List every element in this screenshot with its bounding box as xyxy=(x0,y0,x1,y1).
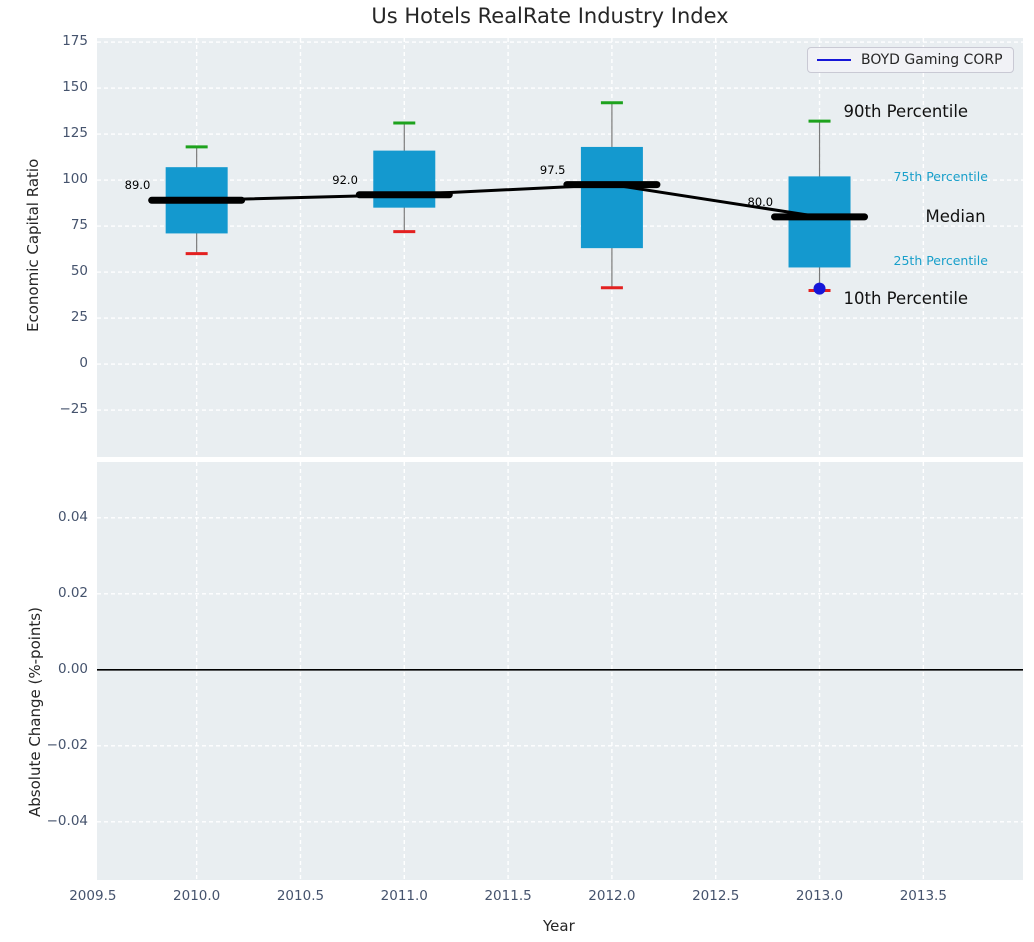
y-tick-label: 0.00 xyxy=(28,661,88,677)
median-value-label: 97.5 xyxy=(540,163,566,177)
y-tick-label: 0.02 xyxy=(28,585,88,601)
y-tick-label: 0 xyxy=(28,355,88,371)
median-value-label: 89.0 xyxy=(125,178,151,192)
x-tick-label: 2013.5 xyxy=(888,888,958,904)
y-tick-label: −0.02 xyxy=(28,737,88,753)
chart-canvas xyxy=(0,0,1034,942)
x-tick-label: 2011.0 xyxy=(369,888,439,904)
annotation-median: Median xyxy=(926,207,986,226)
y-tick-label: 25 xyxy=(28,309,88,325)
annotation-25th-percentile: 25th Percentile xyxy=(894,253,988,268)
legend-label: BOYD Gaming CORP xyxy=(861,52,1003,68)
annotation-90th-percentile: 90th Percentile xyxy=(844,102,969,121)
iqr-box xyxy=(581,147,643,248)
iqr-box xyxy=(373,151,435,208)
y-tick-label: −25 xyxy=(28,401,88,417)
x-tick-label: 2012.5 xyxy=(681,888,751,904)
y-tick-label: 100 xyxy=(28,171,88,187)
x-tick-label: 2011.5 xyxy=(473,888,543,904)
y-tick-label: 50 xyxy=(28,263,88,279)
x-axis-label: Year xyxy=(543,917,575,935)
y-tick-label: 125 xyxy=(28,125,88,141)
y-tick-label: 75 xyxy=(28,217,88,233)
bottom-y-axis-label: Absolute Change (%-points) xyxy=(26,607,44,817)
x-tick-label: 2013.0 xyxy=(785,888,855,904)
x-tick-label: 2009.5 xyxy=(58,888,128,904)
company-data-point xyxy=(814,283,826,295)
median-value-label: 92.0 xyxy=(332,173,358,187)
annotation-75th-percentile: 75th Percentile xyxy=(894,169,988,184)
iqr-box xyxy=(789,176,851,267)
legend-box: BOYD Gaming CORP xyxy=(807,47,1014,73)
figure: Us Hotels RealRate Industry Index Econom… xyxy=(0,0,1034,942)
annotation-10th-percentile: 10th Percentile xyxy=(844,289,969,308)
y-tick-label: 0.04 xyxy=(28,509,88,525)
median-value-label: 80.0 xyxy=(748,195,774,209)
x-tick-label: 2010.5 xyxy=(265,888,335,904)
y-tick-label: 175 xyxy=(28,33,88,49)
x-tick-label: 2010.0 xyxy=(162,888,232,904)
y-tick-label: 150 xyxy=(28,79,88,95)
legend-line-sample xyxy=(817,59,851,61)
x-tick-label: 2012.0 xyxy=(577,888,647,904)
y-tick-label: −0.04 xyxy=(28,813,88,829)
